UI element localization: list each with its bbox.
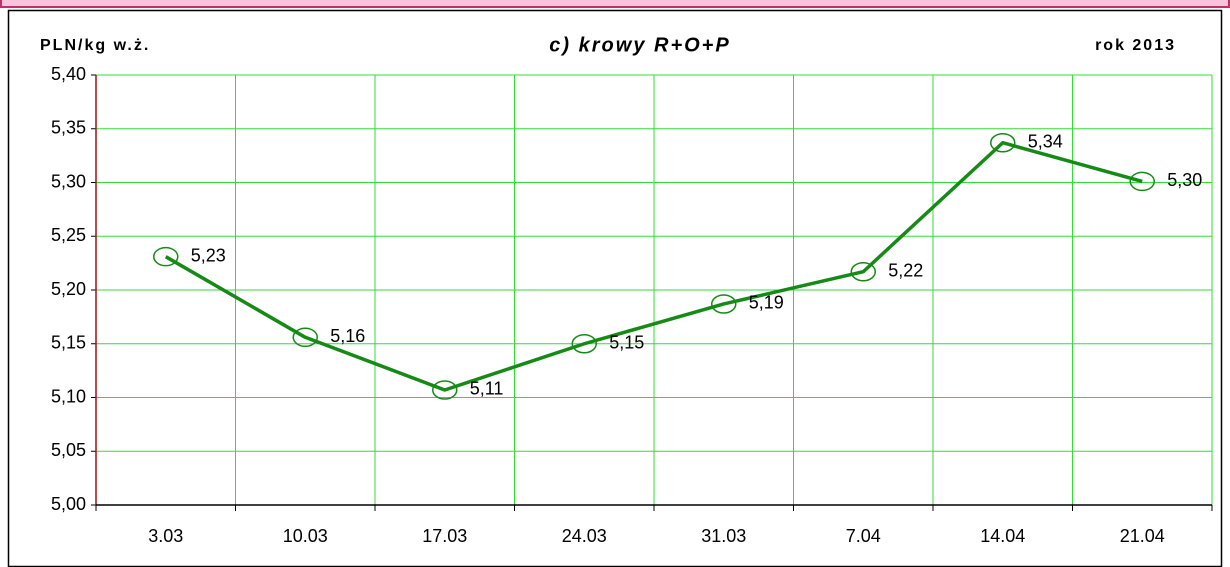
- x-tick-label: 31.03: [701, 526, 746, 546]
- y-tick-label: 5,10: [51, 386, 86, 406]
- annotation: rok 2013: [1095, 37, 1176, 54]
- data-label: 5,34: [1028, 131, 1063, 151]
- x-tick-label: 17.03: [422, 526, 467, 546]
- chart-title: c) krowy R+O+P: [549, 34, 730, 56]
- y-tick-label: 5,20: [51, 279, 86, 299]
- x-tick-label: 10.03: [283, 526, 328, 546]
- marker: [292, 327, 318, 348]
- x-tick-label: 3.03: [148, 526, 183, 546]
- y-tick-label: 5,35: [51, 118, 86, 138]
- y-tick-label: 5,30: [51, 171, 86, 191]
- x-tick-label: 14.04: [980, 526, 1025, 546]
- y-tick-label: 5,00: [51, 494, 86, 514]
- x-tick-label: 7.04: [846, 526, 881, 546]
- x-tick-label: 21.04: [1120, 526, 1165, 546]
- marker: [1129, 171, 1155, 192]
- y-tick-label: 5,05: [51, 440, 86, 460]
- y-tick-label: 5,25: [51, 225, 86, 245]
- data-label: 5,30: [1167, 170, 1202, 190]
- data-label: 5,23: [191, 245, 226, 265]
- y-axis-label: PLN/kg w.ż.: [40, 37, 150, 54]
- data-label: 5,19: [749, 293, 784, 313]
- data-label: 5,22: [888, 260, 923, 280]
- y-tick-label: 5,40: [51, 64, 86, 84]
- series-line: [164, 140, 1143, 392]
- y-tick-label: 5,15: [51, 333, 86, 353]
- marker: [990, 132, 1016, 153]
- marker: [711, 294, 737, 314]
- data-label: 5,15: [609, 333, 644, 353]
- data-label: 5,11: [470, 379, 504, 399]
- marker: [571, 334, 597, 354]
- top-band: [0, 0, 1230, 8]
- marker: [850, 261, 876, 282]
- marker: [432, 380, 458, 400]
- data-label: 5,16: [330, 326, 365, 346]
- marker: [153, 246, 179, 267]
- x-tick-label: 24.03: [562, 526, 607, 546]
